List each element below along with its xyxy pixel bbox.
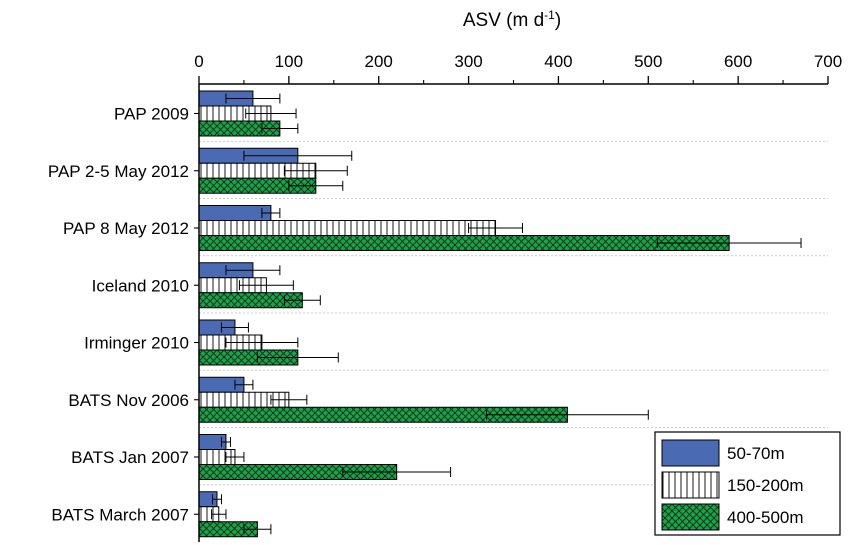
x-axis-ticks: 0 100 200 300 400 500 600 700: [194, 52, 842, 84]
bars: [198, 90, 730, 538]
category-label: PAP 2009: [114, 105, 189, 124]
legend-swatch: [661, 439, 720, 467]
legend-swatch: [661, 503, 720, 531]
category-labels: PAP 2009 PAP 2-5 May 2012 PAP 8 May 2012 Ic…: [48, 105, 189, 525]
legend-label: 150-200m: [727, 476, 804, 495]
legend-swatch: [661, 471, 720, 499]
category-label: Iceland 2010: [92, 276, 189, 295]
category-label: BATS Nov 2006: [68, 391, 189, 410]
legend: 50-70m 150-200m 400-500m: [654, 431, 841, 536]
x-tick-label: 0: [194, 52, 203, 71]
error-bars: [211, 93, 802, 535]
category-label: BATS Jan 2007: [71, 448, 189, 467]
x-tick-label: 200: [365, 52, 393, 71]
category-label: BATS March 2007: [51, 505, 189, 524]
bar-150-200m-PAP 8 May 2012: [198, 220, 497, 236]
x-axis-title-sup: -1: [544, 8, 555, 22]
x-tick-label: 300: [454, 52, 482, 71]
x-axis-title-main: ASV (m d: [463, 10, 544, 31]
x-tick-label: 100: [275, 52, 303, 71]
x-tick-label: 600: [724, 52, 752, 71]
bar-400-500m-PAP 8 May 2012: [198, 235, 730, 251]
x-axis-title-close: ): [555, 10, 561, 31]
legend-label: 50-70m: [727, 444, 785, 463]
x-axis-title: ASV (m d-1): [463, 8, 561, 31]
x-tick-label: 700: [814, 52, 842, 71]
legend-label: 400-500m: [727, 508, 804, 527]
bar-50-70m-PAP 8 May 2012: [198, 205, 272, 221]
x-tick-label: 400: [544, 52, 572, 71]
category-label: PAP 8 May 2012: [63, 219, 189, 238]
category-label: Irminger 2010: [84, 334, 189, 353]
category-label: PAP 2-5 May 2012: [48, 162, 189, 181]
x-tick-label: 500: [634, 52, 662, 71]
